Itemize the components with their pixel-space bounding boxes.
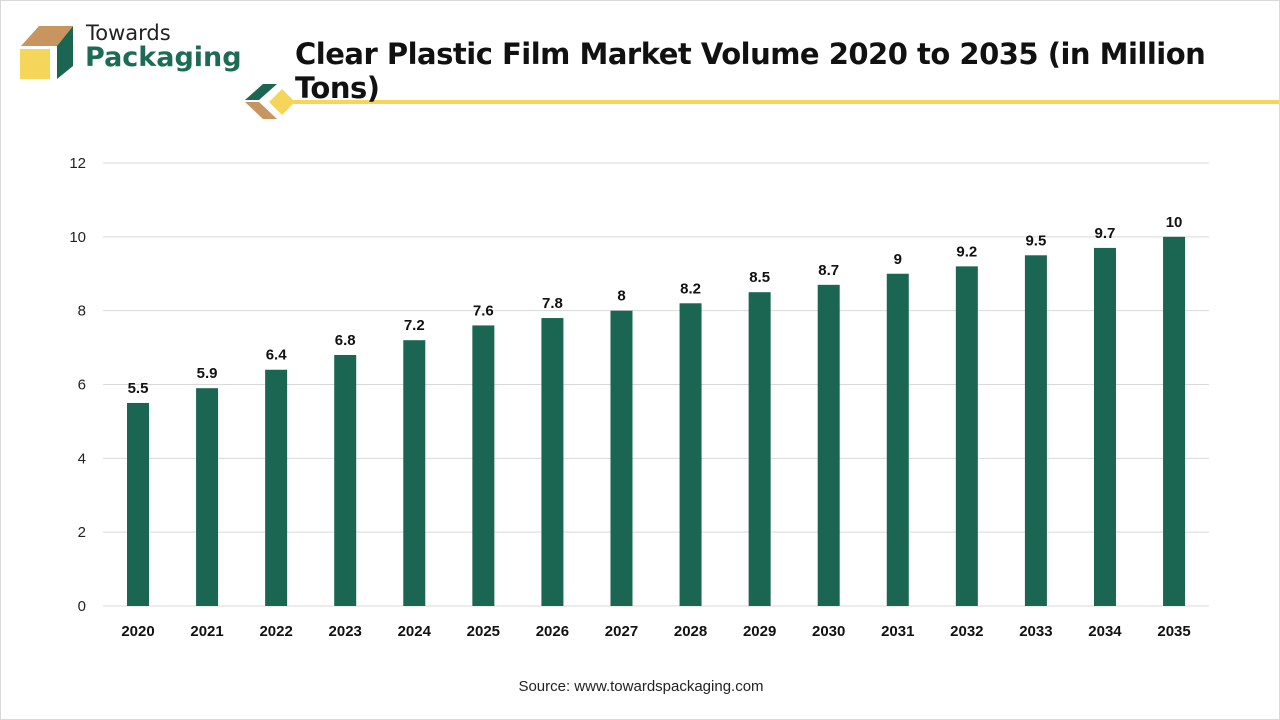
data-label: 7.2 (404, 317, 425, 334)
x-tick-label: 2024 (398, 623, 432, 640)
x-tick-label: 2025 (467, 623, 500, 640)
bar-2020 (127, 402, 149, 606)
bar-2030 (817, 284, 840, 606)
bar-2033 (1024, 255, 1047, 606)
title-ornament-brown (245, 102, 277, 119)
logo-text-packaging: Packaging (85, 42, 242, 73)
data-label: 5.9 (197, 365, 218, 382)
x-tick-label: 2035 (1157, 623, 1190, 640)
bar-2027 (610, 310, 633, 606)
logo-box-side (57, 26, 73, 79)
x-tick-label: 2030 (812, 623, 845, 640)
data-label: 9.7 (1095, 225, 1116, 242)
bar-2034 (1093, 247, 1116, 607)
data-label: 6.4 (266, 347, 288, 364)
data-label: 7.8 (542, 295, 563, 312)
bar-2024 (403, 340, 426, 606)
x-tick-label: 2020 (121, 623, 154, 640)
y-tick-label: 10 (69, 229, 86, 246)
bar-2028 (679, 303, 702, 606)
title-underline (291, 100, 1279, 104)
x-tick-label: 2027 (605, 623, 638, 640)
title-ornament-green (245, 84, 277, 100)
data-label: 8.2 (680, 280, 701, 297)
data-label: 8.5 (749, 269, 770, 286)
data-label: 10 (1166, 214, 1183, 231)
chart-title: Clear Plastic Film Market Volume 2020 to… (295, 37, 1206, 105)
x-tick-label: 2032 (950, 623, 983, 640)
x-tick-label: 2023 (329, 623, 362, 640)
y-tick-label: 0 (78, 598, 86, 615)
data-label: 7.6 (473, 302, 494, 319)
x-tick-label: 2022 (259, 623, 292, 640)
logo-box-top (21, 26, 73, 46)
x-tick-label: 2031 (881, 623, 914, 640)
logo-box-front (20, 49, 50, 79)
data-label: 9.2 (956, 243, 977, 260)
bar-2032 (955, 266, 978, 606)
data-label: 8.7 (818, 262, 839, 279)
bar-2025 (472, 325, 495, 606)
x-tick-label: 2021 (190, 623, 223, 640)
x-tick-label: 2028 (674, 623, 707, 640)
bar-2021 (196, 388, 219, 606)
x-tick-label: 2029 (743, 623, 776, 640)
y-tick-label: 2 (78, 524, 86, 541)
y-tick-label: 12 (69, 155, 86, 172)
bar-2023 (334, 354, 357, 606)
bar-2029 (748, 292, 771, 606)
x-tick-label: 2026 (536, 623, 569, 640)
data-label: 9 (894, 251, 902, 268)
x-tick-label: 2033 (1019, 623, 1052, 640)
y-tick-label: 6 (78, 377, 86, 394)
data-label: 5.5 (128, 380, 149, 397)
x-tick-label: 2034 (1088, 623, 1122, 640)
data-label: 9.5 (1025, 232, 1046, 249)
y-tick-label: 4 (78, 450, 86, 467)
title-ornament-diamond (269, 89, 295, 115)
y-tick-label: 8 (78, 303, 86, 320)
bar-2026 (541, 318, 564, 606)
data-label: 8 (617, 288, 625, 305)
source-note: Source: www.towardspackaging.com (518, 678, 764, 695)
bar-2022 (265, 369, 288, 606)
logo-text-towards: Towards (86, 21, 171, 45)
data-label: 6.8 (335, 332, 356, 349)
bar-2031 (886, 273, 909, 606)
bar-2035 (1163, 236, 1186, 607)
